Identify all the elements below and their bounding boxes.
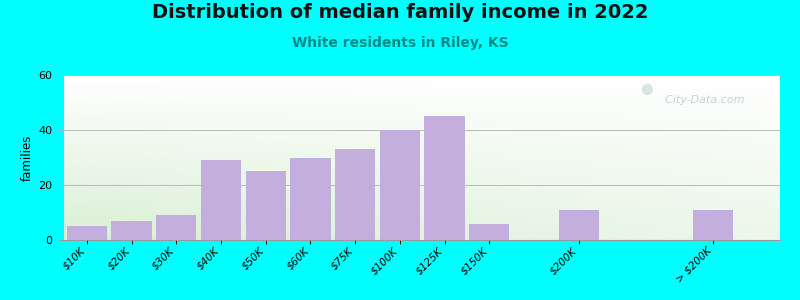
Bar [156,215,196,240]
Bar [201,160,241,240]
Text: City-Data.com: City-Data.com [658,95,744,105]
Bar [111,221,152,240]
Bar [335,149,375,240]
Bar [380,130,420,240]
Text: Distribution of median family income in 2022: Distribution of median family income in … [152,3,648,22]
Y-axis label: families: families [21,134,34,181]
Bar [469,224,510,240]
Bar [558,210,599,240]
Bar [693,210,733,240]
Bar [290,158,330,240]
Bar [425,116,465,240]
Text: White residents in Riley, KS: White residents in Riley, KS [292,36,508,50]
Bar [66,226,107,240]
Bar [246,171,286,240]
